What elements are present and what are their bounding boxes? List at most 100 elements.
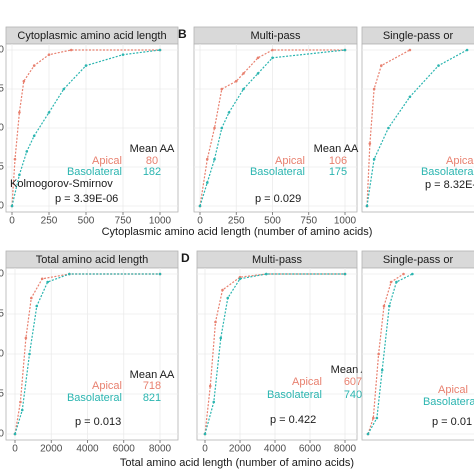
ecdf-point bbox=[242, 72, 245, 75]
mean-value: 106 bbox=[329, 155, 347, 167]
ecdf-point bbox=[221, 288, 224, 292]
strip-title: Multi-pass bbox=[250, 30, 301, 42]
panel: Total amino acid length 0.00 0.25 0.50 0.75 1… bbox=[0, 250, 354, 469]
ecdf-line bbox=[367, 273, 404, 435]
x-axis-label: Total amino acid length (number of amino… bbox=[120, 457, 354, 469]
ecdf-point bbox=[205, 181, 209, 184]
ecdf-point bbox=[203, 432, 207, 436]
ecdf-point bbox=[366, 432, 370, 436]
ecdf-point bbox=[13, 432, 17, 436]
y-tick-label: 1.00 bbox=[0, 45, 4, 56]
ecdf-point bbox=[382, 304, 386, 308]
ecdf-point bbox=[158, 272, 162, 276]
ecdf-point bbox=[220, 87, 224, 91]
ecdf-point bbox=[32, 64, 36, 67]
ecdf-point bbox=[227, 111, 231, 114]
ecdf-point bbox=[158, 48, 162, 52]
legend-label: Basolateral bbox=[67, 392, 122, 404]
legend-label: Basolateral bbox=[421, 166, 474, 178]
x-tick-label: 1000 bbox=[149, 216, 172, 227]
ecdf-point bbox=[10, 204, 14, 208]
mean-header: Mean AA bbox=[314, 143, 359, 155]
ecdf-point bbox=[271, 56, 274, 60]
x-tick-label: 2000 bbox=[229, 444, 252, 455]
panel: Cytoplasmic amino acid length 0.00 0.25 0.5… bbox=[0, 26, 373, 238]
legend-label: Basolateral bbox=[250, 166, 305, 178]
ecdf-point bbox=[365, 204, 369, 208]
p-value: p = 0.013 bbox=[75, 416, 121, 428]
ecdf-point bbox=[205, 157, 209, 161]
x-tick-label: 0 bbox=[9, 216, 15, 227]
mean-value: 607 bbox=[344, 376, 362, 388]
y-tick-label: 0.50 bbox=[0, 349, 4, 360]
ecdf-point bbox=[22, 79, 26, 83]
legend-label: Apical bbox=[92, 380, 122, 392]
ecdf-point bbox=[372, 157, 376, 161]
p-value: p = 0.422 bbox=[270, 414, 316, 426]
p-value: p = 0.01 bbox=[432, 416, 472, 428]
ecdf-point bbox=[343, 272, 347, 276]
ecdf-point bbox=[212, 400, 216, 404]
strip-title: Total amino acid length bbox=[36, 254, 149, 266]
strip-title: Cytoplasmic amino acid length bbox=[17, 30, 166, 42]
ecdf-point bbox=[46, 280, 49, 284]
x-tick-label: 500 bbox=[264, 216, 281, 227]
x-tick-label: 4000 bbox=[76, 444, 99, 455]
ecdf-point bbox=[40, 277, 44, 281]
ecdf-point bbox=[24, 336, 28, 340]
x-tick-label: 750 bbox=[300, 216, 317, 227]
x-tick-label: 500 bbox=[78, 216, 95, 227]
test-label: Kolmogorov-Smirnov bbox=[10, 178, 113, 190]
ecdf-point bbox=[226, 296, 230, 300]
x-tick-label: 6000 bbox=[113, 444, 136, 455]
ecdf-point bbox=[437, 64, 440, 67]
y-tick-label: 0.25 bbox=[0, 162, 4, 173]
ecdf-point bbox=[256, 72, 260, 75]
ecdf-point bbox=[25, 150, 29, 153]
ecdf-point bbox=[264, 272, 268, 276]
y-tick-label: 0.25 bbox=[0, 389, 4, 400]
ecdf-point bbox=[13, 157, 17, 161]
ecdf-point bbox=[47, 111, 51, 114]
ecdf-line bbox=[11, 49, 160, 207]
y-tick-label: 0.00 bbox=[0, 201, 4, 212]
ecdf-point bbox=[271, 48, 274, 52]
ecdf-point bbox=[68, 272, 71, 276]
x-tick-label: 250 bbox=[41, 216, 58, 227]
mean-value: 718 bbox=[143, 380, 161, 392]
ecdf-point bbox=[219, 336, 223, 340]
ecdf-point bbox=[20, 408, 24, 412]
ecdf-point bbox=[256, 56, 260, 60]
ecdf-point bbox=[388, 304, 391, 308]
ecdf-line bbox=[367, 273, 413, 435]
mean-header: Mean AA bbox=[130, 143, 175, 155]
x-tick-label: 1000 bbox=[334, 216, 357, 227]
ecdf-point bbox=[18, 111, 21, 114]
ecdf-point bbox=[213, 126, 216, 130]
legend-label: Basolateral bbox=[67, 166, 122, 178]
y-tick-label: 0.75 bbox=[0, 84, 4, 95]
p-value: p = 3.39E-06 bbox=[55, 193, 118, 205]
strip-title: Single-pass or bbox=[383, 30, 454, 42]
mean-value: 175 bbox=[329, 166, 347, 178]
ecdf-point bbox=[30, 296, 33, 300]
x-axis-label: Cytoplasmic amino acid length (number of… bbox=[102, 226, 373, 238]
strip-title: Single-pass or bbox=[383, 254, 454, 266]
panel-label: D bbox=[181, 251, 190, 265]
ecdf-point bbox=[208, 384, 212, 388]
ecdf-point bbox=[69, 48, 73, 52]
ecdf-point bbox=[411, 272, 414, 276]
x-tick-label: 750 bbox=[115, 216, 132, 227]
ecdf-point bbox=[28, 352, 31, 356]
ecdf-point bbox=[62, 87, 66, 91]
x-tick-label: 0 bbox=[202, 444, 208, 455]
ecdf-point bbox=[343, 48, 347, 52]
ecdf-point bbox=[18, 173, 21, 177]
ecdf-point bbox=[121, 53, 125, 56]
x-tick-label: 0 bbox=[12, 444, 18, 455]
mean-value: 740 bbox=[344, 389, 362, 401]
ecdf-point bbox=[214, 320, 217, 324]
legend-label: Apical bbox=[438, 384, 468, 396]
